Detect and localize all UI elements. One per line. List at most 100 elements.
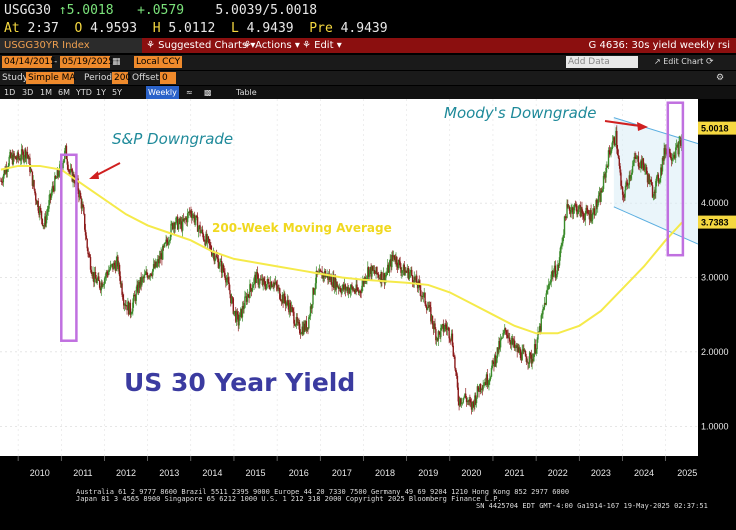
candle-body	[169, 236, 171, 241]
candle-body	[220, 260, 222, 262]
candle-body	[25, 149, 27, 159]
candle-body	[298, 322, 300, 324]
candle-body	[385, 274, 387, 278]
period-1m[interactable]: 1M	[40, 88, 52, 97]
candle-body	[586, 207, 588, 210]
end-date-field[interactable]: 05/19/2025	[60, 56, 114, 68]
candle-body	[492, 360, 494, 362]
candle-body	[160, 253, 162, 260]
suggested-charts-menu[interactable]: ⚘ Suggested Charts ▾	[146, 40, 256, 51]
period-3d[interactable]: 3D	[22, 88, 34, 97]
candle-body	[577, 206, 580, 212]
pre-label: Pre	[309, 21, 333, 36]
sp-arrow-head	[89, 171, 99, 179]
candle-body	[447, 327, 449, 329]
candle-body	[439, 332, 441, 338]
bar-type-icon[interactable]: ▩	[204, 88, 212, 97]
candle-body	[291, 306, 293, 309]
edit-menu[interactable]: ⚘ Edit ▾	[302, 40, 342, 51]
x-tick-label: 2012	[116, 468, 136, 478]
candle-body	[397, 259, 400, 269]
candle-body	[440, 325, 443, 328]
candle-body	[425, 303, 427, 307]
calendar-icon[interactable]: ▦	[112, 57, 121, 67]
candle-body	[279, 288, 281, 299]
candle-body	[562, 237, 564, 244]
edit-chart-label: Edit Chart	[663, 57, 704, 66]
candle-body	[104, 276, 107, 279]
period-ytd[interactable]: YTD	[76, 88, 92, 97]
candle-body	[47, 208, 49, 212]
line-type-icon[interactable]: ≈	[186, 88, 193, 97]
candle-body	[155, 261, 157, 267]
period-1d[interactable]: 1D	[4, 88, 16, 97]
candle-body	[445, 326, 448, 330]
quote-line-1: USGG30 ↑5.0018 +.0579 5.0039/5.0018	[4, 3, 317, 18]
last-price-tag	[698, 121, 736, 135]
candle-body	[474, 395, 476, 407]
candle-body	[15, 159, 18, 160]
candle-body	[553, 272, 555, 277]
settings-icon[interactable]: ⚙	[716, 73, 725, 83]
candle-body	[289, 302, 292, 312]
candle-body	[240, 308, 242, 313]
candle-body	[470, 402, 473, 410]
candle-body	[145, 271, 147, 275]
sp-arrow-line	[94, 162, 121, 177]
candle-body	[583, 218, 586, 221]
period-field[interactable]: 200	[112, 72, 132, 84]
candle-body	[629, 175, 631, 179]
candle-body	[592, 208, 595, 213]
candle-body	[426, 306, 428, 310]
table-button[interactable]: Table	[236, 88, 257, 97]
moodys-arrow-line	[604, 120, 641, 127]
refresh-icon[interactable]: ⟳	[706, 57, 714, 67]
candle-body	[111, 263, 113, 265]
candle-body	[530, 354, 533, 364]
period-1y[interactable]: 1Y	[96, 88, 106, 97]
candle-body	[255, 274, 257, 283]
candle-body	[602, 188, 604, 193]
actions-menu[interactable]: ⚘ Actions ▾	[243, 40, 300, 51]
candle-body	[80, 198, 83, 209]
candle-body	[162, 245, 164, 260]
candle-body	[340, 291, 342, 294]
period-weekly[interactable]: Weekly	[146, 86, 179, 99]
offset-field[interactable]: 0	[160, 72, 176, 84]
security-field[interactable]: USGG30YR Index	[0, 38, 142, 53]
candle-body	[137, 284, 139, 293]
period-6m[interactable]: 6M	[58, 88, 70, 97]
candle-body	[387, 264, 390, 273]
study-select[interactable]: Simple MA	[26, 72, 76, 84]
start-date-field[interactable]: 04/14/2015	[2, 56, 56, 68]
candle-body	[271, 285, 274, 288]
currency-select[interactable]: Local CCY	[134, 56, 182, 68]
candle-body	[621, 186, 624, 195]
edit-chart-button[interactable]: ↗ Edit Chart	[654, 57, 704, 66]
candle-body	[50, 192, 53, 198]
candle-body	[372, 266, 374, 271]
candle-body	[230, 297, 233, 304]
add-data-field[interactable]: Add Data	[566, 56, 638, 68]
candle-body	[43, 225, 45, 227]
candle-body	[119, 276, 122, 285]
candle-body	[631, 172, 633, 176]
candle-body	[676, 144, 679, 146]
candle-body	[129, 302, 132, 315]
candle-body	[171, 223, 174, 230]
candle-body	[654, 191, 656, 193]
candle-body	[525, 356, 528, 362]
candle-body	[56, 170, 59, 179]
candle-body	[357, 290, 359, 292]
candle-body	[407, 267, 410, 280]
candle-body	[499, 339, 502, 348]
candle-body	[108, 269, 111, 271]
candle-body	[241, 305, 244, 318]
candle-body	[404, 270, 406, 276]
candle-body	[570, 209, 572, 214]
period-5y[interactable]: 5Y	[112, 88, 122, 97]
candle-body	[8, 157, 10, 166]
candle-body	[79, 192, 82, 199]
candle-body	[585, 207, 587, 215]
candle-body	[134, 296, 137, 301]
